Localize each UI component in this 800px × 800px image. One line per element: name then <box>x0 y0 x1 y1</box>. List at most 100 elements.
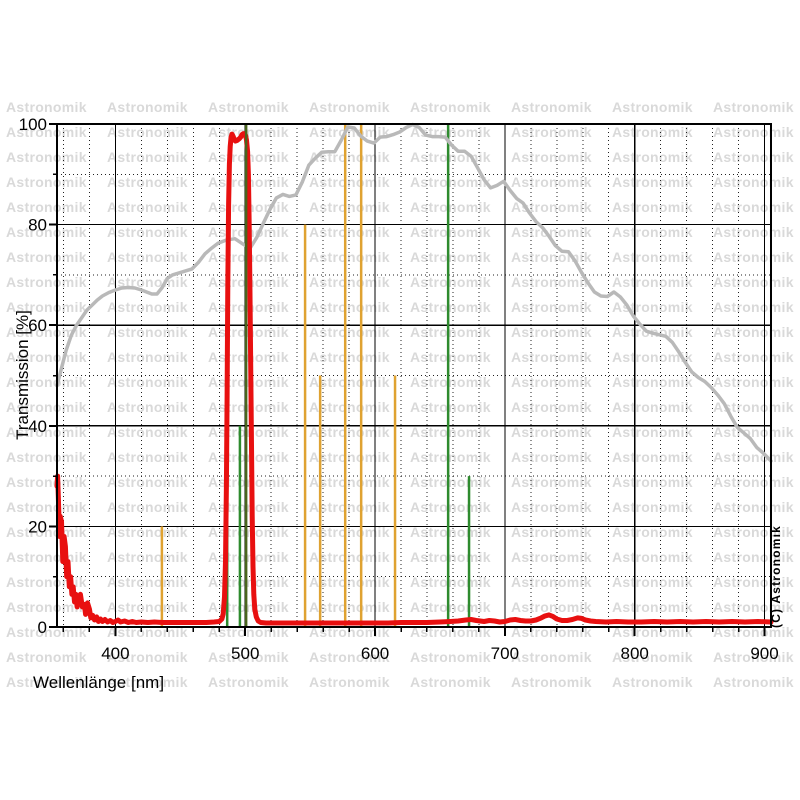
watermark-text: Astronomik <box>6 499 87 515</box>
watermark-text: Astronomik <box>612 549 693 565</box>
watermark-text: Astronomik <box>511 399 592 415</box>
watermark-text: Astronomik <box>410 574 491 590</box>
watermark-text: Astronomik <box>107 649 188 665</box>
watermark-text: Astronomik <box>713 374 794 390</box>
watermark-text: Astronomik <box>713 324 794 340</box>
watermark-text: Astronomik <box>6 674 87 690</box>
watermark-text: Astronomik <box>6 649 87 665</box>
watermark-text: Astronomik <box>612 224 693 240</box>
watermark-text: Astronomik <box>511 499 592 515</box>
watermark-text: Astronomik <box>107 224 188 240</box>
watermark-text: Astronomik <box>208 474 289 490</box>
watermark-text: Astronomik <box>208 99 289 115</box>
watermark-text: Astronomik <box>107 124 188 140</box>
filter-transmission <box>54 131 774 626</box>
watermark-text: Astronomik <box>410 149 491 165</box>
watermark-text: Astronomik <box>208 574 289 590</box>
watermark-text: Astronomik <box>6 299 87 315</box>
watermark-text: Astronomik <box>713 674 794 690</box>
watermark-text: Astronomik <box>208 549 289 565</box>
watermark-text: Astronomik <box>309 649 390 665</box>
watermark-text: Astronomik <box>410 649 491 665</box>
series-layer <box>54 122 774 626</box>
x-axis-title: Wellenlänge [nm] <box>33 673 164 692</box>
watermark-text: Astronomik <box>713 649 794 665</box>
watermark-text: Astronomik <box>713 299 794 315</box>
watermark-text: Astronomik <box>713 449 794 465</box>
watermark-text: Astronomik <box>612 649 693 665</box>
watermark-text: Astronomik <box>713 149 794 165</box>
watermark-text: Astronomik <box>6 149 87 165</box>
watermark-text: Astronomik <box>309 174 390 190</box>
watermark-text: Astronomik <box>309 274 390 290</box>
watermark-text: Astronomik <box>107 474 188 490</box>
watermark-text: Astronomik <box>6 399 87 415</box>
watermark-text: Astronomik <box>6 424 87 440</box>
watermark-text: Astronomik <box>107 574 188 590</box>
watermark-text: Astronomik <box>6 549 87 565</box>
watermark-text: Astronomik <box>6 449 87 465</box>
watermark-text: Astronomik <box>410 549 491 565</box>
watermark-text: Astronomik <box>6 199 87 215</box>
watermark-text: Astronomik <box>410 249 491 265</box>
watermark-text: Astronomik <box>208 399 289 415</box>
watermark-text: Astronomik <box>713 424 794 440</box>
watermark-text: Astronomik <box>511 374 592 390</box>
watermark-text: Astronomik <box>410 474 491 490</box>
y-tick-label: 20 <box>28 517 47 536</box>
watermark-text: Astronomik <box>6 124 87 140</box>
watermark-text: Astronomik <box>511 149 592 165</box>
watermark-layer: Astronomik Astronomik Astronomik Astronomik… <box>6 99 794 690</box>
spectral-lines-layer <box>160 124 471 627</box>
axes-layer: 400 500 600 700 800 900 0 20 40 60 80 100 <box>19 115 779 663</box>
watermark-text: Astronomik <box>713 474 794 490</box>
watermark-text: Astronomik <box>309 199 390 215</box>
watermark-text: Astronomik <box>6 224 87 240</box>
watermark-text: Astronomik <box>309 399 390 415</box>
watermark-text: Astronomik <box>511 274 592 290</box>
watermark-text: Astronomik <box>410 199 491 215</box>
watermark-text: Astronomik <box>107 674 188 690</box>
watermark-text: Astronomik <box>511 199 592 215</box>
watermark-text: Astronomik <box>410 424 491 440</box>
x-tick-label: 600 <box>361 644 389 663</box>
watermark-text: Astronomik <box>612 174 693 190</box>
y-tick-label: 100 <box>19 115 47 134</box>
watermark-text: Astronomik <box>713 574 794 590</box>
watermark-text: Astronomik <box>612 274 693 290</box>
watermark-text: Astronomik <box>410 174 491 190</box>
watermark-text: Astronomik <box>511 124 592 140</box>
y-tick-label: 40 <box>28 417 47 436</box>
watermark-text: Astronomik <box>6 249 87 265</box>
watermark-text: Astronomik <box>511 324 592 340</box>
watermark-text: Astronomik <box>410 499 491 515</box>
watermark-text: Astronomik <box>410 374 491 390</box>
watermark-text: Astronomik <box>713 99 794 115</box>
watermark-text: Astronomik <box>713 199 794 215</box>
watermark-text: Astronomik <box>511 99 592 115</box>
y-tick-label: 80 <box>28 216 47 235</box>
watermark-text: Astronomik <box>107 324 188 340</box>
watermark-text: Astronomik <box>208 674 289 690</box>
watermark-text: Astronomik <box>309 499 390 515</box>
watermark-text: Astronomik <box>410 99 491 115</box>
watermark-text: Astronomik <box>6 274 87 290</box>
y-axis-title: Transmission [%] <box>13 310 32 440</box>
watermark-text: Astronomik <box>208 449 289 465</box>
x-tick-label: 800 <box>621 644 649 663</box>
watermark-text: Astronomik <box>410 674 491 690</box>
watermark-text: Astronomik <box>713 599 794 615</box>
watermark-text: Astronomik <box>511 649 592 665</box>
watermark-text: Astronomik <box>511 599 592 615</box>
watermark-text: Astronomik <box>107 99 188 115</box>
watermark-text: Astronomik <box>107 299 188 315</box>
x-tick-label: 400 <box>101 644 129 663</box>
watermark-text: Astronomik <box>309 574 390 590</box>
watermark-text: Astronomik <box>410 274 491 290</box>
watermark-text: Astronomik <box>612 199 693 215</box>
watermark-text: Astronomik <box>410 599 491 615</box>
watermark-text: Astronomik <box>309 299 390 315</box>
watermark-text: Astronomik <box>309 449 390 465</box>
y-tick-label: 0 <box>38 618 47 637</box>
watermark-text: Astronomik <box>612 149 693 165</box>
